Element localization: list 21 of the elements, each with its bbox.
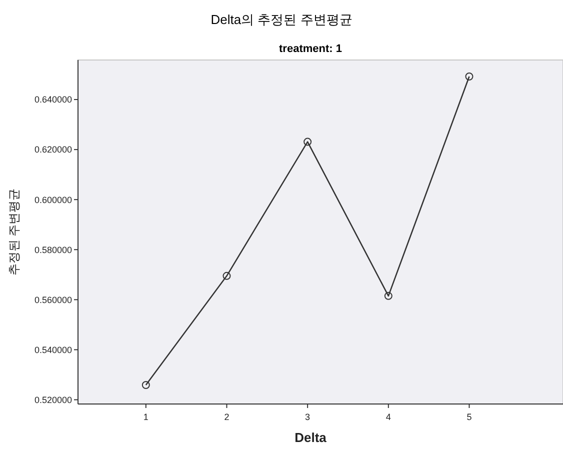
y-tick-label: 0.580000 — [34, 244, 72, 255]
point — [142, 380, 150, 389]
point — [465, 72, 474, 81]
x-tick-label: 1 — [143, 412, 148, 422]
x-tick-label: 3 — [305, 412, 310, 422]
x-axis-title: Delta — [294, 430, 328, 445]
y-tick-label: 0.600000 — [34, 194, 72, 205]
x-tick-label: 2 — [224, 412, 230, 422]
point — [384, 292, 392, 300]
y-tick-label: 0.640000 — [34, 94, 72, 105]
chart-subtitle: treatment: 1 — [279, 43, 342, 55]
y-tick-label: 0.560000 — [34, 294, 72, 305]
y-tick-label: 0.620000 — [34, 144, 72, 155]
chart-title: Delta의 추정된 주변평균 — [210, 12, 352, 27]
y-tick-label: 0.520000 — [34, 394, 72, 405]
point — [222, 272, 231, 280]
x-tick-label: 5 — [466, 412, 472, 422]
point — [304, 138, 312, 146]
y-tick-label: 0.540000 — [34, 344, 72, 355]
x-tick-label: 4 — [386, 412, 391, 422]
y-axis-title: 추정된 주변평균 — [7, 188, 21, 276]
